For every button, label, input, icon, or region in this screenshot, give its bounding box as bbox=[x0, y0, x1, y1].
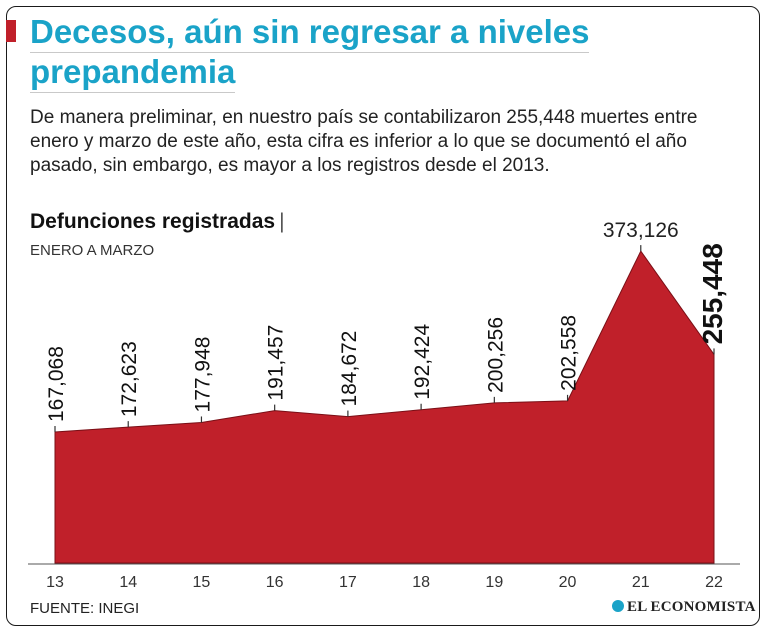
x-tick-label: 14 bbox=[119, 574, 137, 591]
chart-title: Defunciones registradas | bbox=[30, 210, 285, 234]
data-label: 373,126 bbox=[603, 219, 679, 242]
x-tick-label: 22 bbox=[705, 574, 723, 591]
publisher-logo: EL ECONOMISTA bbox=[612, 599, 756, 616]
headline-line-2: prepandemia bbox=[30, 53, 236, 93]
data-label: 184,672 bbox=[338, 331, 361, 407]
accent-bar bbox=[6, 20, 16, 42]
headline: Decesos, aún sin regresar a niveles prep… bbox=[30, 12, 730, 93]
chart-title-separator: | bbox=[279, 210, 285, 233]
data-label: 172,623 bbox=[118, 341, 141, 417]
chart-title-text: Defunciones registradas bbox=[30, 210, 276, 233]
data-label: 167,068 bbox=[45, 346, 68, 422]
source-note: FUENTE: INEGI bbox=[30, 600, 140, 617]
x-tick-label: 21 bbox=[632, 574, 650, 591]
logo-text: EL ECONOMISTA bbox=[627, 599, 756, 615]
x-tick-label: 18 bbox=[412, 574, 430, 591]
data-label: 191,457 bbox=[265, 325, 288, 401]
x-tick-label: 20 bbox=[559, 574, 577, 591]
data-label: 177,948 bbox=[191, 337, 214, 413]
chart-period: ENERO A MARZO bbox=[30, 242, 155, 259]
data-label: 192,424 bbox=[411, 324, 434, 400]
intro-text: De manera preliminar, en nuestro país se… bbox=[30, 107, 698, 176]
data-label: 202,558 bbox=[558, 315, 581, 391]
x-tick-label: 13 bbox=[46, 574, 64, 591]
x-tick-label: 17 bbox=[339, 574, 357, 591]
logo-mark-icon bbox=[612, 600, 624, 612]
area-series bbox=[54, 250, 715, 564]
x-tick-label: 19 bbox=[485, 574, 503, 591]
x-tick-label: 15 bbox=[193, 574, 211, 591]
headline-line-1: Decesos, aún sin regresar a niveles bbox=[30, 13, 590, 53]
data-label: 255,448 bbox=[697, 243, 728, 344]
x-tick-label: 16 bbox=[266, 574, 284, 591]
data-label: 200,256 bbox=[484, 317, 507, 393]
